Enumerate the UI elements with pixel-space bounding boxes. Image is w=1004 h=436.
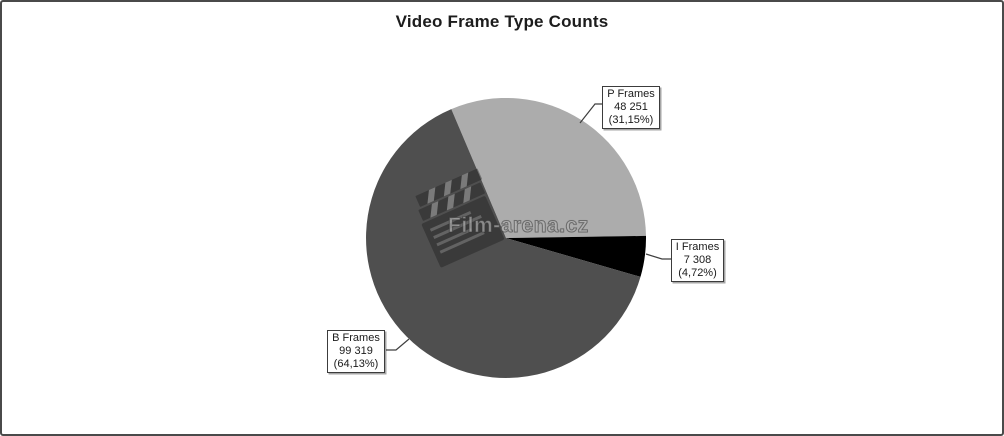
callout-leader-lines <box>386 103 671 351</box>
slice-percent: (64,13%) <box>333 358 379 370</box>
slice-value: 7 308 <box>683 254 712 266</box>
leader-i-frames <box>645 253 671 260</box>
slice-label: P Frames <box>607 88 655 100</box>
leader-p-frames <box>579 103 602 124</box>
slice-percent: (31,15%) <box>608 114 654 126</box>
chart-title: Video Frame Type Counts <box>395 12 609 31</box>
callout-i-frames: I Frames 7 308 (4,72%) <box>671 239 724 282</box>
slice-value: 99 319 <box>339 345 373 357</box>
pie-slice-p-frames <box>451 97 646 238</box>
pie-slices <box>366 97 647 378</box>
slice-label: I Frames <box>675 241 720 253</box>
slice-label: B Frames <box>332 332 380 344</box>
pie-slice-i-frames <box>506 235 647 277</box>
slice-percent: (4,72%) <box>678 267 717 279</box>
callout-p-frames: P Frames 48 251 (31,15%) <box>602 86 660 129</box>
slice-value: 48 251 <box>614 101 648 113</box>
callout-b-frames: B Frames 99 319 (64,13%) <box>327 330 385 373</box>
pie-slice-b-frames <box>366 109 641 378</box>
leader-b-frames <box>386 338 410 351</box>
